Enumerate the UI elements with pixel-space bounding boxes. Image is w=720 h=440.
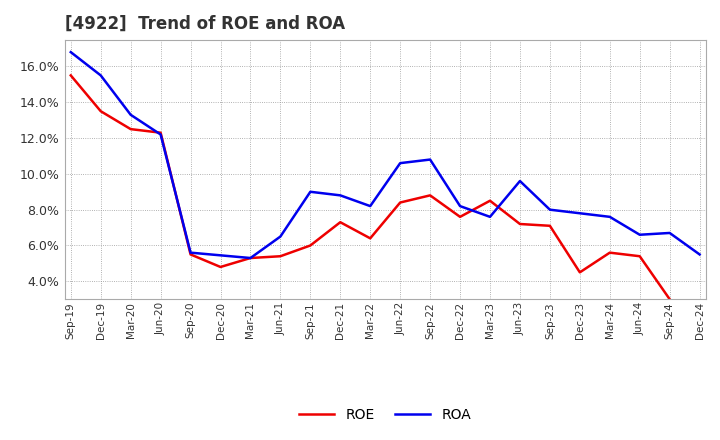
ROE <box>96 109 105 114</box>
ROE <box>426 193 434 198</box>
ROA <box>456 203 464 209</box>
ROE <box>186 252 195 257</box>
ROA <box>366 203 374 209</box>
ROE <box>336 220 345 225</box>
ROA <box>486 214 495 220</box>
ROA <box>156 132 165 137</box>
ROE <box>516 221 524 227</box>
ROE <box>216 264 225 270</box>
ROE <box>456 214 464 220</box>
ROE <box>546 223 554 228</box>
ROA <box>276 234 284 239</box>
ROE <box>366 236 374 241</box>
ROA <box>66 49 75 55</box>
ROE <box>66 73 75 78</box>
ROE <box>246 255 255 260</box>
ROA <box>516 178 524 183</box>
Legend: ROE, ROA: ROE, ROA <box>294 402 477 427</box>
ROA <box>665 230 674 235</box>
ROA <box>96 73 105 78</box>
ROE <box>396 200 405 205</box>
ROE <box>126 126 135 132</box>
ROE <box>306 243 315 248</box>
ROA <box>126 112 135 117</box>
ROE <box>636 253 644 259</box>
ROA <box>606 214 614 220</box>
ROA <box>575 211 584 216</box>
ROA <box>336 193 345 198</box>
ROA <box>696 252 704 257</box>
ROA <box>186 250 195 255</box>
ROA <box>636 232 644 238</box>
Text: [4922]  Trend of ROE and ROA: [4922] Trend of ROE and ROA <box>65 15 345 33</box>
Line: ROA: ROA <box>71 52 700 258</box>
ROA <box>546 207 554 213</box>
ROE <box>606 250 614 255</box>
ROA <box>306 189 315 194</box>
ROA <box>246 255 255 260</box>
ROE <box>575 270 584 275</box>
ROA <box>426 157 434 162</box>
ROE <box>665 297 674 302</box>
ROE <box>486 198 495 203</box>
Line: ROE: ROE <box>71 75 670 299</box>
ROE <box>276 253 284 259</box>
ROA <box>216 253 225 258</box>
ROE <box>156 130 165 136</box>
ROA <box>396 161 405 166</box>
